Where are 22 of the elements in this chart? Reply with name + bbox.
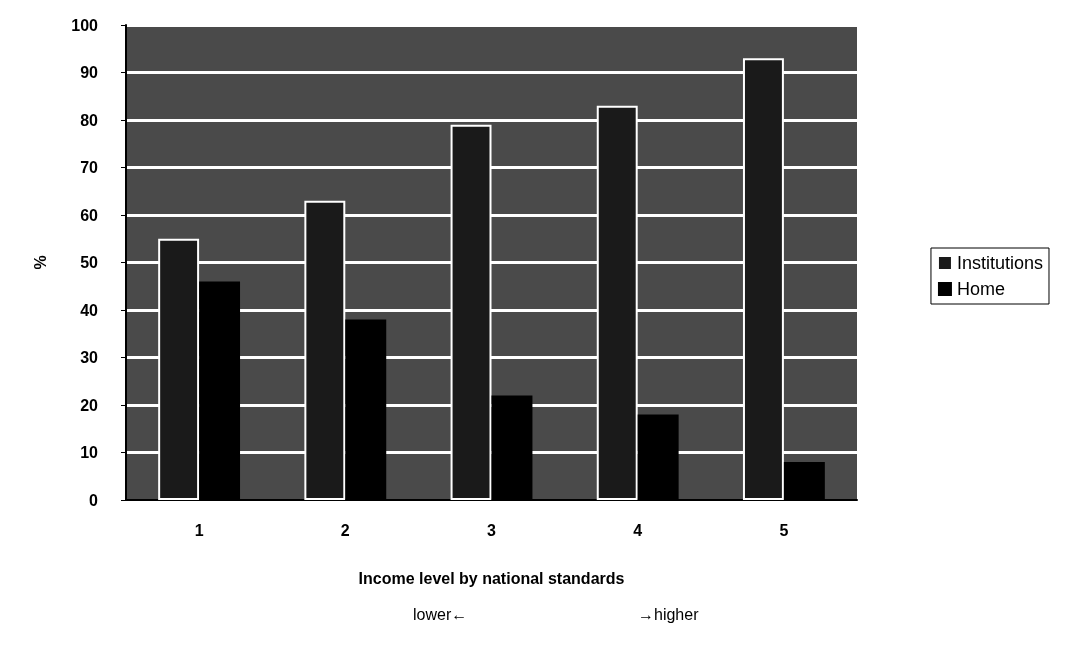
- x-tick-label: 1: [194, 521, 204, 539]
- x-tick-label: 4: [633, 521, 643, 539]
- y-tick-label: 30: [80, 349, 99, 366]
- y-tick-label: 20: [80, 396, 99, 414]
- y-tick-label: 10: [80, 444, 99, 461]
- legend-label: Institutions: [956, 253, 1043, 273]
- y-axis-title: %: [31, 255, 49, 270]
- x-tick-label: 3: [487, 521, 497, 539]
- x-axis-title: Income level by national standards: [358, 569, 625, 587]
- text: →higher: [638, 605, 700, 623]
- y-tick-label: 100: [71, 16, 99, 34]
- x-tick-label: 2: [340, 521, 350, 539]
- y-tick-label: 70: [80, 159, 99, 176]
- y-tick-label: 40: [80, 301, 99, 319]
- y-tick-label: 0: [89, 491, 99, 509]
- y-tick-label: 50: [80, 254, 99, 271]
- legend-label: Home: [956, 279, 1005, 299]
- x-tick-label: 5: [779, 521, 789, 539]
- y-tick-label: 60: [80, 206, 99, 224]
- y-tick-label: 90: [80, 64, 99, 81]
- y-tick-label: 80: [80, 111, 99, 129]
- text: lower←: [413, 605, 468, 623]
